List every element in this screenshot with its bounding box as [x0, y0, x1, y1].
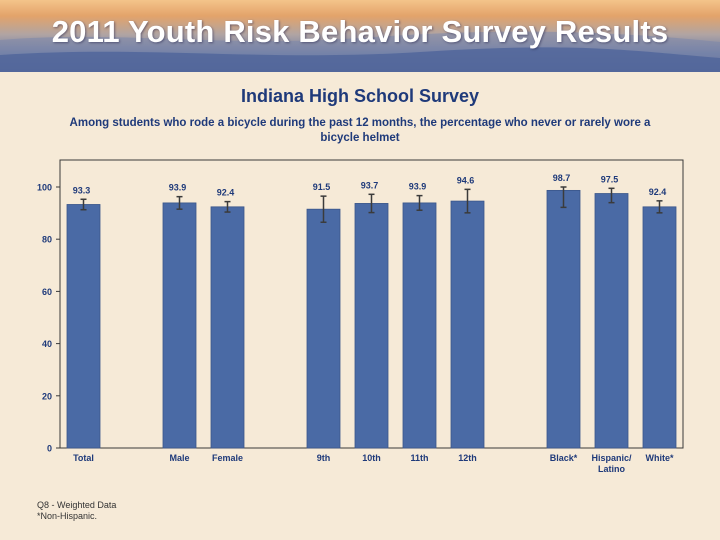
banner-title: 2011 Youth Risk Behavior Survey Results: [51, 14, 669, 49]
bar: [546, 189, 581, 449]
x-tick-label: Female: [212, 453, 243, 463]
y-tick-label: 100: [37, 183, 52, 193]
chart-description: Among students who rode a bicycle during…: [69, 117, 651, 144]
x-tick-label: 10th: [362, 453, 381, 463]
footnote-source: Q8 - Weighted Data: [37, 500, 117, 510]
bar: [402, 202, 437, 449]
x-tick-label: 12th: [458, 453, 477, 463]
data-label: 97.5: [601, 174, 619, 184]
data-label: 94.6: [457, 175, 475, 185]
data-label: 92.4: [649, 187, 667, 197]
data-label: 93.7: [361, 180, 379, 190]
data-label: 91.5: [313, 182, 331, 192]
bar: [306, 208, 341, 449]
x-tick-label: Total: [73, 453, 94, 463]
y-tick-label: 20: [42, 391, 52, 401]
y-tick-label: 40: [42, 339, 52, 349]
landscape-banner-graphic: [0, 31, 720, 72]
x-tick-label: Black*: [550, 453, 578, 463]
x-tick-label: Male: [169, 453, 189, 463]
data-label: 93.9: [409, 182, 427, 192]
bar: [210, 206, 245, 449]
x-tick-label: 9th: [317, 453, 331, 463]
data-label: 98.7: [553, 173, 571, 183]
bar: [162, 202, 197, 449]
bar: [66, 204, 101, 449]
y-tick-label: 80: [42, 235, 52, 245]
x-tick-label: White*: [646, 453, 674, 463]
bar: [642, 206, 677, 449]
x-tick-label: 11th: [410, 453, 428, 463]
y-tick-label: 60: [42, 287, 52, 297]
chart-subtitle: Indiana High School Survey: [240, 86, 480, 106]
data-label: 93.9: [169, 183, 187, 193]
y-tick-label: 0: [47, 444, 52, 454]
data-label: 92.4: [217, 188, 235, 198]
bar: [354, 203, 389, 449]
title-banner: 2011 Youth Risk Behavior Survey Results: [0, 0, 720, 72]
x-tick-label: Hispanic/Latino: [591, 453, 632, 474]
bar: [450, 200, 485, 449]
footnotes: Q8 - Weighted Data *Non-Hispanic.: [37, 500, 116, 522]
bar: [594, 193, 629, 449]
data-label: 93.3: [73, 185, 91, 195]
footnote-non-hispanic: *Non-Hispanic.: [37, 511, 98, 521]
